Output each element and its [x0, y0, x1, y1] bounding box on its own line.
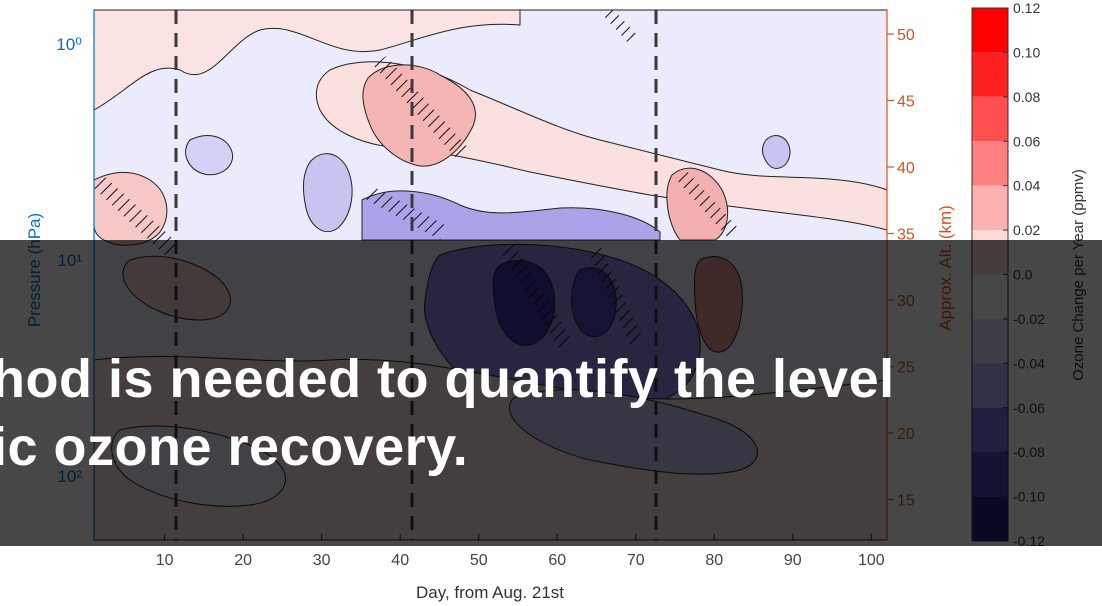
- colorbar-swatch: [972, 96, 1008, 142]
- x-tick-label: 40: [391, 552, 409, 569]
- left-y-tick-label: 10⁰: [56, 35, 82, 54]
- x-axis: 10 20 30 40 50 60 70 80 90 100: [156, 534, 885, 569]
- caption-line-1: hod is needed to quantify the level: [0, 349, 895, 409]
- x-tick-label: 10: [156, 552, 174, 569]
- colorbar-tick-label: 0.08: [1013, 89, 1040, 105]
- colorbar-swatch: [972, 141, 1008, 186]
- right-y-tick-label: 50: [897, 27, 915, 44]
- colorbar-tick-label: 0.12: [1013, 0, 1040, 16]
- x-tick-label: 90: [784, 552, 802, 569]
- x-tick-label: 70: [627, 552, 645, 569]
- right-y-tick-label: 40: [897, 160, 915, 177]
- colorbar-tick-label: 0.06: [1013, 133, 1040, 149]
- colorbar-tick-label: 0.02: [1013, 222, 1040, 238]
- x-tick-label: 60: [548, 552, 566, 569]
- right-y-tick-label: 35: [897, 227, 915, 244]
- x-tick-label: 80: [705, 552, 723, 569]
- colorbar-swatch: [972, 52, 1008, 97]
- x-tick-label: 20: [234, 552, 252, 569]
- right-y-tick-label: 45: [897, 94, 915, 111]
- caption-line-2: ic ozone recovery.: [0, 417, 469, 477]
- x-tick-label: 30: [313, 552, 331, 569]
- x-tick-label: 100: [858, 552, 885, 569]
- colorbar-swatch: [972, 8, 1008, 53]
- colorbar-tick-label: 0.04: [1013, 178, 1040, 194]
- caption-overlay: hod is needed to quantify the level ic o…: [0, 240, 1102, 546]
- colorbar-swatch: [972, 185, 1008, 231]
- colorbar-tick-label: 0.10: [1013, 44, 1040, 60]
- x-axis-label: Day, from Aug. 21st: [416, 583, 564, 602]
- x-tick-label: 50: [470, 552, 488, 569]
